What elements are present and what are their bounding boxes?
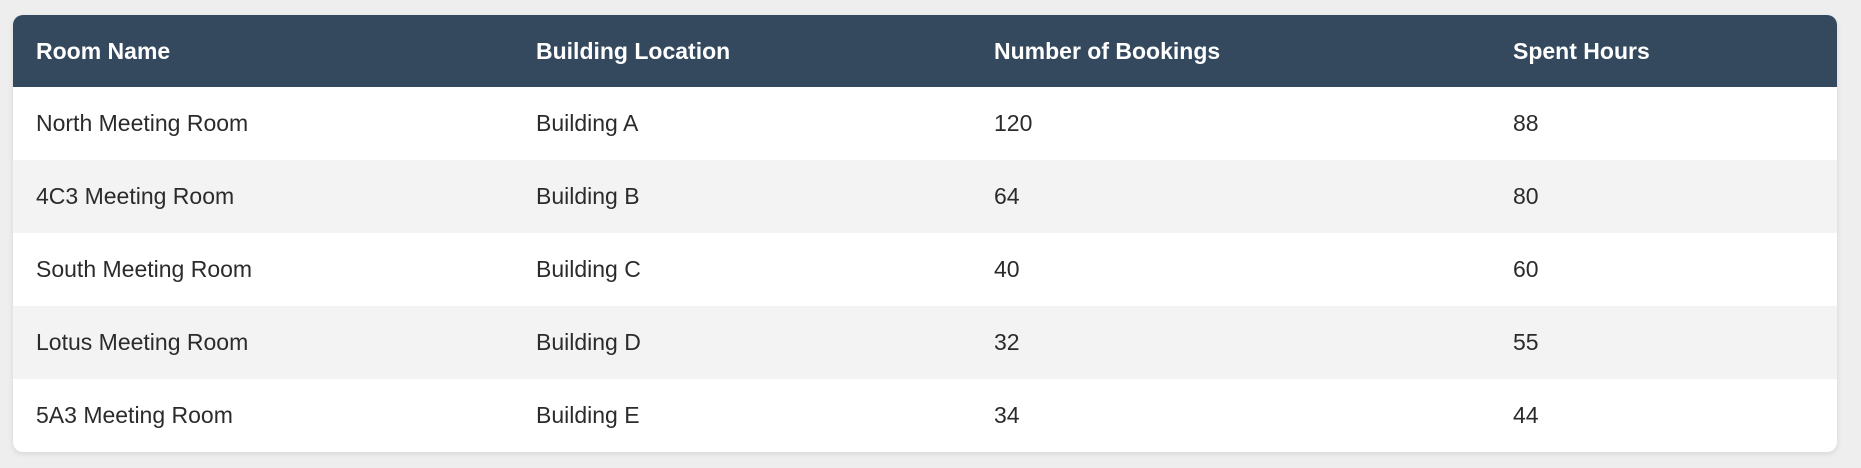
header-building-location[interactable]: Building Location xyxy=(536,37,731,64)
table-header: Room Name Building Location Number of Bo… xyxy=(13,15,1837,87)
table-row: South Meeting Room Building C 40 60 xyxy=(13,233,1837,306)
cell-spent-hours: 44 xyxy=(1513,402,1539,428)
table-row: North Meeting Room Building A 120 88 xyxy=(13,87,1837,160)
cell-room-name: Lotus Meeting Room xyxy=(36,329,249,355)
cell-room-name: 5A3 Meeting Room xyxy=(36,402,233,428)
cell-building-location: Building E xyxy=(536,402,640,428)
table-row: Lotus Meeting Room Building D 32 55 xyxy=(13,306,1837,379)
cell-building-location: Building B xyxy=(536,183,640,209)
header-number-of-bookings[interactable]: Number of Bookings xyxy=(994,37,1221,64)
cell-number-of-bookings: 32 xyxy=(994,329,1020,355)
cell-number-of-bookings: 64 xyxy=(994,183,1020,209)
cell-spent-hours: 60 xyxy=(1513,256,1539,282)
table-row: 5A3 Meeting Room Building E 34 44 xyxy=(13,379,1837,452)
header-room-name[interactable]: Room Name xyxy=(36,37,171,64)
table-body: North Meeting Room Building A 120 88 4C3… xyxy=(13,87,1837,452)
cell-room-name: North Meeting Room xyxy=(36,110,249,136)
header-row: Room Name Building Location Number of Bo… xyxy=(13,15,1837,87)
cell-number-of-bookings: 120 xyxy=(994,110,1033,136)
cell-spent-hours: 55 xyxy=(1513,329,1539,355)
cell-number-of-bookings: 34 xyxy=(994,402,1020,428)
header-spent-hours[interactable]: Spent Hours xyxy=(1513,37,1650,64)
cell-spent-hours: 88 xyxy=(1513,110,1539,136)
cell-building-location: Building D xyxy=(536,329,641,355)
bookings-table: Room Name Building Location Number of Bo… xyxy=(13,15,1837,452)
table-row: 4C3 Meeting Room Building B 64 80 xyxy=(13,160,1837,233)
cell-room-name: 4C3 Meeting Room xyxy=(36,183,235,209)
cell-building-location: Building C xyxy=(536,256,641,282)
cell-number-of-bookings: 40 xyxy=(994,256,1020,282)
cell-spent-hours: 80 xyxy=(1513,183,1539,209)
cell-room-name: South Meeting Room xyxy=(36,256,253,282)
bookings-table-card: Room Name Building Location Number of Bo… xyxy=(13,15,1837,452)
cell-building-location: Building A xyxy=(536,110,639,136)
